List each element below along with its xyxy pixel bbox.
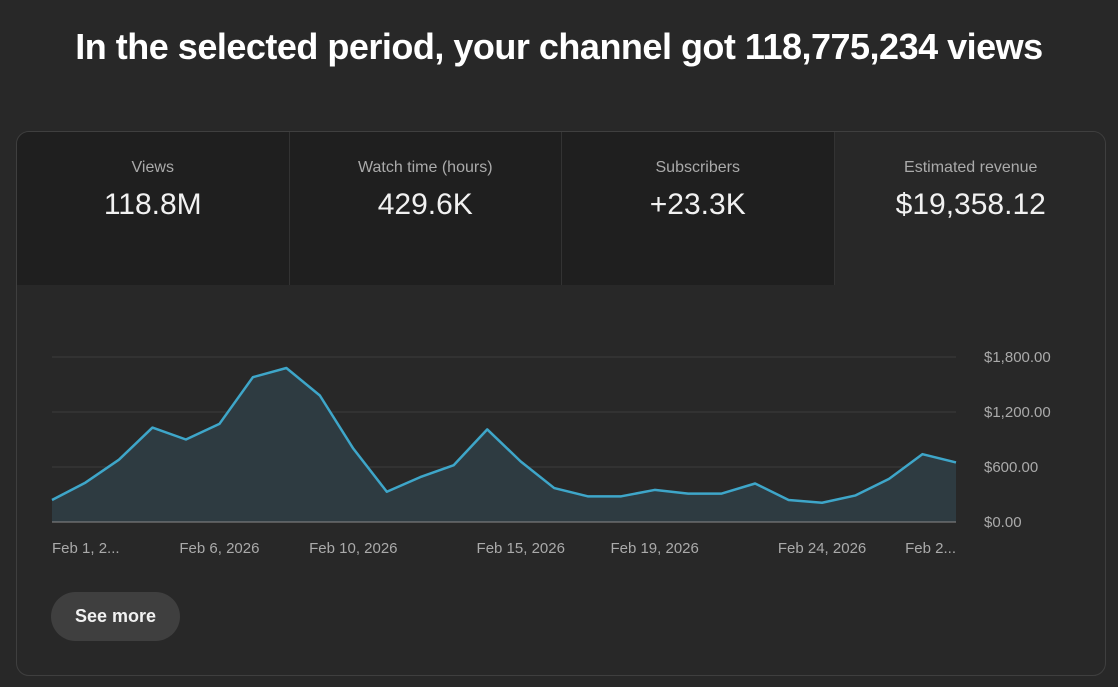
tab-views[interactable]: Views 118.8M [17,132,290,285]
revenue-chart[interactable]: $0.00 $600.00 $1,200.00 $1,800.00 Feb 1, 2..… [17,285,1106,585]
tab-views-label: Views [131,159,174,176]
tab-watch-time-value: 429.6K [377,188,473,221]
tab-subscribers-label: Subscribers [655,159,740,176]
tab-subscribers[interactable]: Subscribers +23.3K [562,132,835,285]
tab-revenue-label: Estimated revenue [904,159,1038,176]
series-line [51,366,957,504]
y-tick-label-2: $1,200.00 [984,404,1051,421]
y-tick-label-1: $600.00 [984,459,1038,476]
series-area [52,368,956,522]
tab-estimated-revenue[interactable]: Estimated revenue $19,358.12 [834,132,1105,285]
tab-subscribers-value: +23.3K [649,188,746,221]
x-tick-label-3: Feb 15, 2026 [477,540,565,557]
tab-revenue-value: $19,358.12 [895,188,1046,221]
metric-tabs: Views 118.8M Watch time (hours) 429.6K S… [17,132,1105,285]
tab-views-value: 118.8M [103,188,202,221]
analytics-card: Views 118.8M Watch time (hours) 429.6K S… [16,131,1106,676]
y-tick-label-0: $0.00 [984,514,1022,531]
x-tick-label-4: Feb 19, 2026 [610,540,698,557]
tab-watch-time-label: Watch time (hours) [357,159,493,176]
x-tick-label-5: Feb 24, 2026 [778,540,866,557]
y-tick-label-3: $1,800.00 [984,349,1051,366]
tab-watch-time[interactable]: Watch time (hours) 429.6K [289,132,562,285]
x-tick-label-2: Feb 10, 2026 [309,540,397,557]
x-tick-label-1: Feb 6, 2026 [179,540,259,557]
page-headline: In the selected period, your channel got… [75,26,1043,67]
x-tick-label-0: Feb 1, 2... [52,540,120,557]
see-more-button[interactable]: See more [51,592,180,641]
x-tick-label-6: Feb 2... [905,540,956,557]
